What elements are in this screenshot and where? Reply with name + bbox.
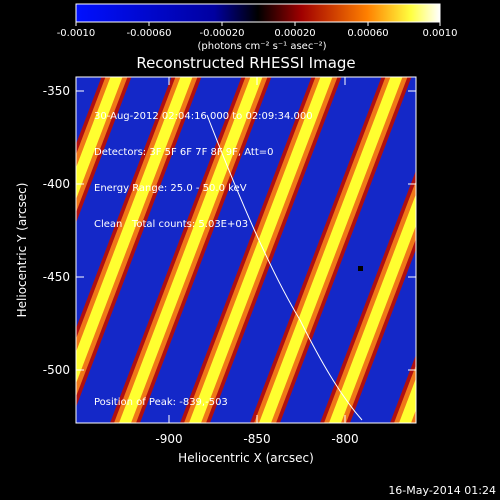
- y-axis-ticks: [76, 90, 416, 371]
- fringe-band: [259, 77, 403, 423]
- fringe-band: [329, 194, 416, 423]
- colorbar-tick-label: -0.00020: [200, 28, 245, 39]
- peak-marker: [358, 266, 363, 271]
- colorbar: [75, 3, 441, 23]
- annotation-line: Energy Range: 25.0 - 50.0 keV: [94, 183, 247, 194]
- y-tick-label: -350: [43, 84, 70, 98]
- y-tick-label: -500: [43, 363, 70, 377]
- x-tick-label: -900: [155, 432, 182, 446]
- fringe-band: [324, 180, 416, 423]
- observation-annotations: 30-Aug-2012 02:04:16.000 to 02:09:34.000…: [94, 87, 313, 243]
- fringe-band: [320, 170, 416, 423]
- solar-limb-line: [206, 114, 363, 421]
- fringe-band: [469, 77, 500, 423]
- fringe-band: [399, 378, 416, 423]
- x-axis-ticks: [168, 77, 346, 423]
- fringe-band: [460, 77, 500, 423]
- fringe-band: [189, 77, 333, 423]
- x-axis-label: Heliocentric X (arcsec): [178, 451, 314, 465]
- colorbar-tick-label: 0.0010: [423, 28, 458, 39]
- colorbar-tick-label: 0.00020: [274, 28, 315, 39]
- footer-date: 16-May-2014 01:24: [388, 484, 496, 497]
- colorbar-tick-label: 0.00060: [347, 28, 388, 39]
- fringe-band: [464, 77, 500, 423]
- image-stripes: [76, 77, 500, 423]
- fringe-band: [76, 77, 128, 213]
- x-tick-label: -800: [331, 432, 358, 446]
- plot-title: Reconstructed RHESSI Image: [136, 54, 355, 72]
- peak-position-text: Position of Peak: -839,-503: [94, 397, 228, 408]
- fringe-band: [76, 77, 198, 397]
- fringe-band: [76, 77, 123, 200]
- y-tick-label: -400: [43, 177, 70, 191]
- annotation-line: Clean Total counts: 5.03E+03: [94, 219, 249, 230]
- colorbar-tick-label: -0.0010: [57, 28, 96, 39]
- annotation-line: Detectors: 3F 5F 6F 7F 8F 9F, Att=0: [94, 147, 274, 158]
- x-tick-label: -850: [243, 432, 270, 446]
- fringe-band: [76, 77, 193, 384]
- colorbar-ticks: [75, 22, 441, 26]
- fringe-band: [76, 77, 132, 223]
- annotation-line: 30-Aug-2012 02:04:16.000 to 02:09:34.000: [94, 111, 313, 122]
- y-axis-label: Heliocentric Y (arcsec): [15, 183, 29, 318]
- colorbar-tick-label: -0.00060: [127, 28, 172, 39]
- colorbar-units: (photons cm⁻² s⁻¹ asec⁻²): [197, 41, 326, 52]
- y-tick-label: -450: [43, 270, 70, 284]
- plot-border: [75, 76, 417, 424]
- fringe-band: [76, 77, 202, 408]
